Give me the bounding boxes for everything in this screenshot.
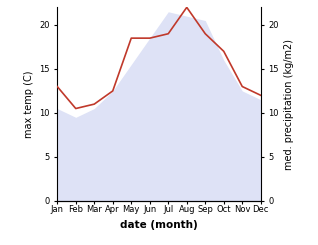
X-axis label: date (month): date (month) — [120, 220, 198, 230]
Y-axis label: med. precipitation (kg/m2): med. precipitation (kg/m2) — [285, 39, 294, 170]
Y-axis label: max temp (C): max temp (C) — [24, 70, 33, 138]
